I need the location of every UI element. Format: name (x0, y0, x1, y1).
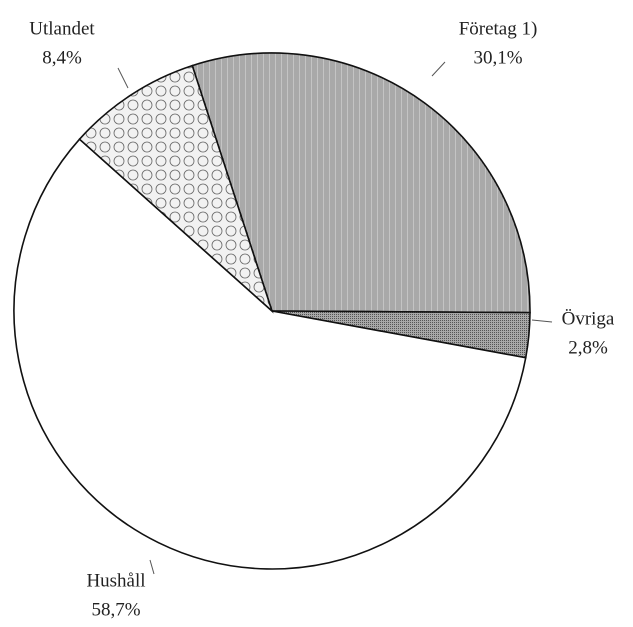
pie-slice (191, 52, 531, 314)
slice-value-label: 30,1% (473, 47, 522, 68)
pie (13, 52, 531, 570)
slice-label: Utlandet (29, 18, 95, 39)
labels: Företag 1) 30,1% Övriga 2,8% Hushåll 58,7% Utl… (29, 18, 615, 620)
slice-label: Hushåll (86, 570, 145, 591)
slice-value-label: 2,8% (568, 337, 608, 358)
leader-line (431, 61, 446, 77)
leader-line (531, 319, 553, 323)
pie-slice (78, 64, 274, 314)
slice-label: Företag 1) (459, 18, 538, 39)
leader-line (149, 559, 155, 575)
leader-line (117, 67, 129, 89)
slice-value-label: 58,7% (91, 599, 140, 620)
slice-label: Övriga (562, 308, 615, 329)
leader-lines (117, 61, 553, 575)
slice-value-label: 8,4% (42, 47, 82, 68)
pie-slice (13, 138, 527, 570)
